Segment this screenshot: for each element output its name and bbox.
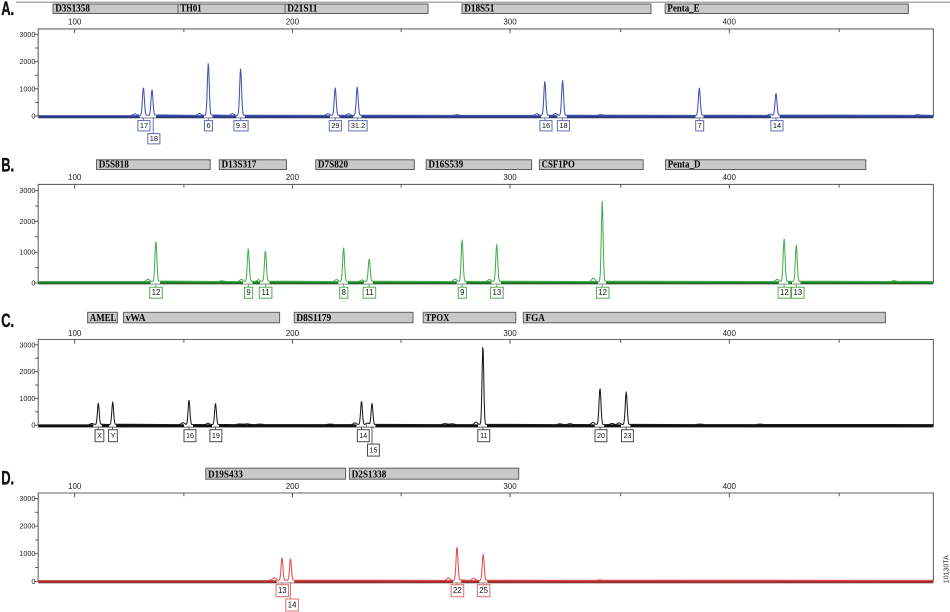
svg-text:100: 100 xyxy=(68,329,82,338)
svg-text:Penta_D: Penta_D xyxy=(668,160,701,171)
svg-text:300: 300 xyxy=(503,482,517,491)
svg-text:2000: 2000 xyxy=(19,522,35,531)
svg-text:2000: 2000 xyxy=(19,57,35,66)
svg-text:CSF1PO: CSF1PO xyxy=(542,160,575,171)
svg-text:D18S51: D18S51 xyxy=(464,4,494,15)
svg-text:10130TA: 10130TA xyxy=(944,555,950,583)
svg-text:11: 11 xyxy=(480,431,487,440)
svg-text:9.3: 9.3 xyxy=(236,121,246,130)
svg-text:23: 23 xyxy=(624,431,632,440)
svg-text:200: 200 xyxy=(286,329,300,338)
svg-text:0: 0 xyxy=(31,112,35,121)
svg-text:1000: 1000 xyxy=(19,549,35,558)
svg-text:13: 13 xyxy=(278,586,287,595)
svg-text:FGA: FGA xyxy=(526,313,546,324)
svg-text:A.: A. xyxy=(1,0,14,20)
svg-text:14: 14 xyxy=(773,121,781,130)
svg-text:9: 9 xyxy=(246,288,250,297)
svg-text:1000: 1000 xyxy=(19,84,35,93)
svg-text:25: 25 xyxy=(479,586,488,595)
svg-text:6: 6 xyxy=(206,121,210,130)
svg-text:100: 100 xyxy=(68,18,82,27)
svg-text:200: 200 xyxy=(286,173,300,182)
svg-text:100: 100 xyxy=(68,482,82,491)
svg-text:300: 300 xyxy=(503,173,517,182)
svg-text:14: 14 xyxy=(288,601,297,610)
svg-text:17: 17 xyxy=(140,121,148,130)
svg-text:12: 12 xyxy=(598,288,607,297)
svg-text:3000: 3000 xyxy=(19,340,35,349)
svg-text:3000: 3000 xyxy=(19,30,35,39)
svg-text:200: 200 xyxy=(286,482,300,491)
svg-text:D2S1338: D2S1338 xyxy=(352,469,387,480)
svg-text:12: 12 xyxy=(152,288,161,297)
svg-text:16: 16 xyxy=(186,431,194,440)
svg-text:D.: D. xyxy=(1,468,14,489)
svg-text:X: X xyxy=(97,431,102,440)
svg-text:400: 400 xyxy=(723,173,737,182)
svg-text:D13S317: D13S317 xyxy=(222,160,257,171)
svg-text:200: 200 xyxy=(286,18,300,27)
svg-text:3000: 3000 xyxy=(19,494,35,503)
svg-text:D19S433: D19S433 xyxy=(208,469,243,480)
svg-text:C.: C. xyxy=(1,311,14,332)
svg-text:400: 400 xyxy=(723,482,737,491)
svg-text:0: 0 xyxy=(31,421,35,430)
svg-text:2000: 2000 xyxy=(19,217,35,226)
svg-text:D7S820: D7S820 xyxy=(318,160,348,171)
svg-text:11: 11 xyxy=(262,288,270,297)
svg-text:1000: 1000 xyxy=(19,394,35,403)
svg-text:D16S539: D16S539 xyxy=(428,160,463,171)
svg-text:12: 12 xyxy=(780,288,789,297)
svg-text:8: 8 xyxy=(342,288,346,297)
svg-text:TPOX: TPOX xyxy=(425,313,450,324)
svg-text:2000: 2000 xyxy=(19,367,35,376)
svg-text:7: 7 xyxy=(698,121,702,130)
svg-text:D3S1358: D3S1358 xyxy=(55,4,90,15)
svg-text:29: 29 xyxy=(331,121,339,130)
svg-text:11: 11 xyxy=(365,288,373,297)
svg-text:19: 19 xyxy=(212,431,220,440)
svg-text:B.: B. xyxy=(1,155,14,176)
svg-text:400: 400 xyxy=(723,18,737,27)
svg-text:9: 9 xyxy=(460,288,464,297)
svg-text:D21S11: D21S11 xyxy=(287,4,317,15)
svg-text:0: 0 xyxy=(31,279,35,288)
svg-text:16: 16 xyxy=(542,121,550,130)
svg-text:100: 100 xyxy=(68,173,82,182)
svg-text:20: 20 xyxy=(597,431,605,440)
svg-text:13: 13 xyxy=(793,288,802,297)
svg-text:3000: 3000 xyxy=(19,186,35,195)
svg-text:AMEL: AMEL xyxy=(90,313,117,324)
svg-text:Penta_E: Penta_E xyxy=(667,4,699,15)
svg-text:300: 300 xyxy=(503,18,517,27)
svg-text:vWA: vWA xyxy=(126,313,146,324)
svg-text:0: 0 xyxy=(31,577,35,586)
svg-text:300: 300 xyxy=(503,329,517,338)
svg-text:18: 18 xyxy=(150,134,158,143)
svg-text:TH01: TH01 xyxy=(180,4,202,15)
svg-text:400: 400 xyxy=(723,329,737,338)
svg-text:D8S1179: D8S1179 xyxy=(296,313,331,324)
svg-text:1000: 1000 xyxy=(19,248,35,257)
svg-text:18: 18 xyxy=(559,121,567,130)
svg-text:Y: Y xyxy=(111,431,116,440)
svg-text:14: 14 xyxy=(359,431,367,440)
svg-text:13: 13 xyxy=(493,288,502,297)
svg-text:D5S818: D5S818 xyxy=(99,160,129,171)
svg-text:22: 22 xyxy=(453,586,462,595)
svg-text:31.2: 31.2 xyxy=(351,121,365,130)
svg-text:15: 15 xyxy=(370,446,378,455)
